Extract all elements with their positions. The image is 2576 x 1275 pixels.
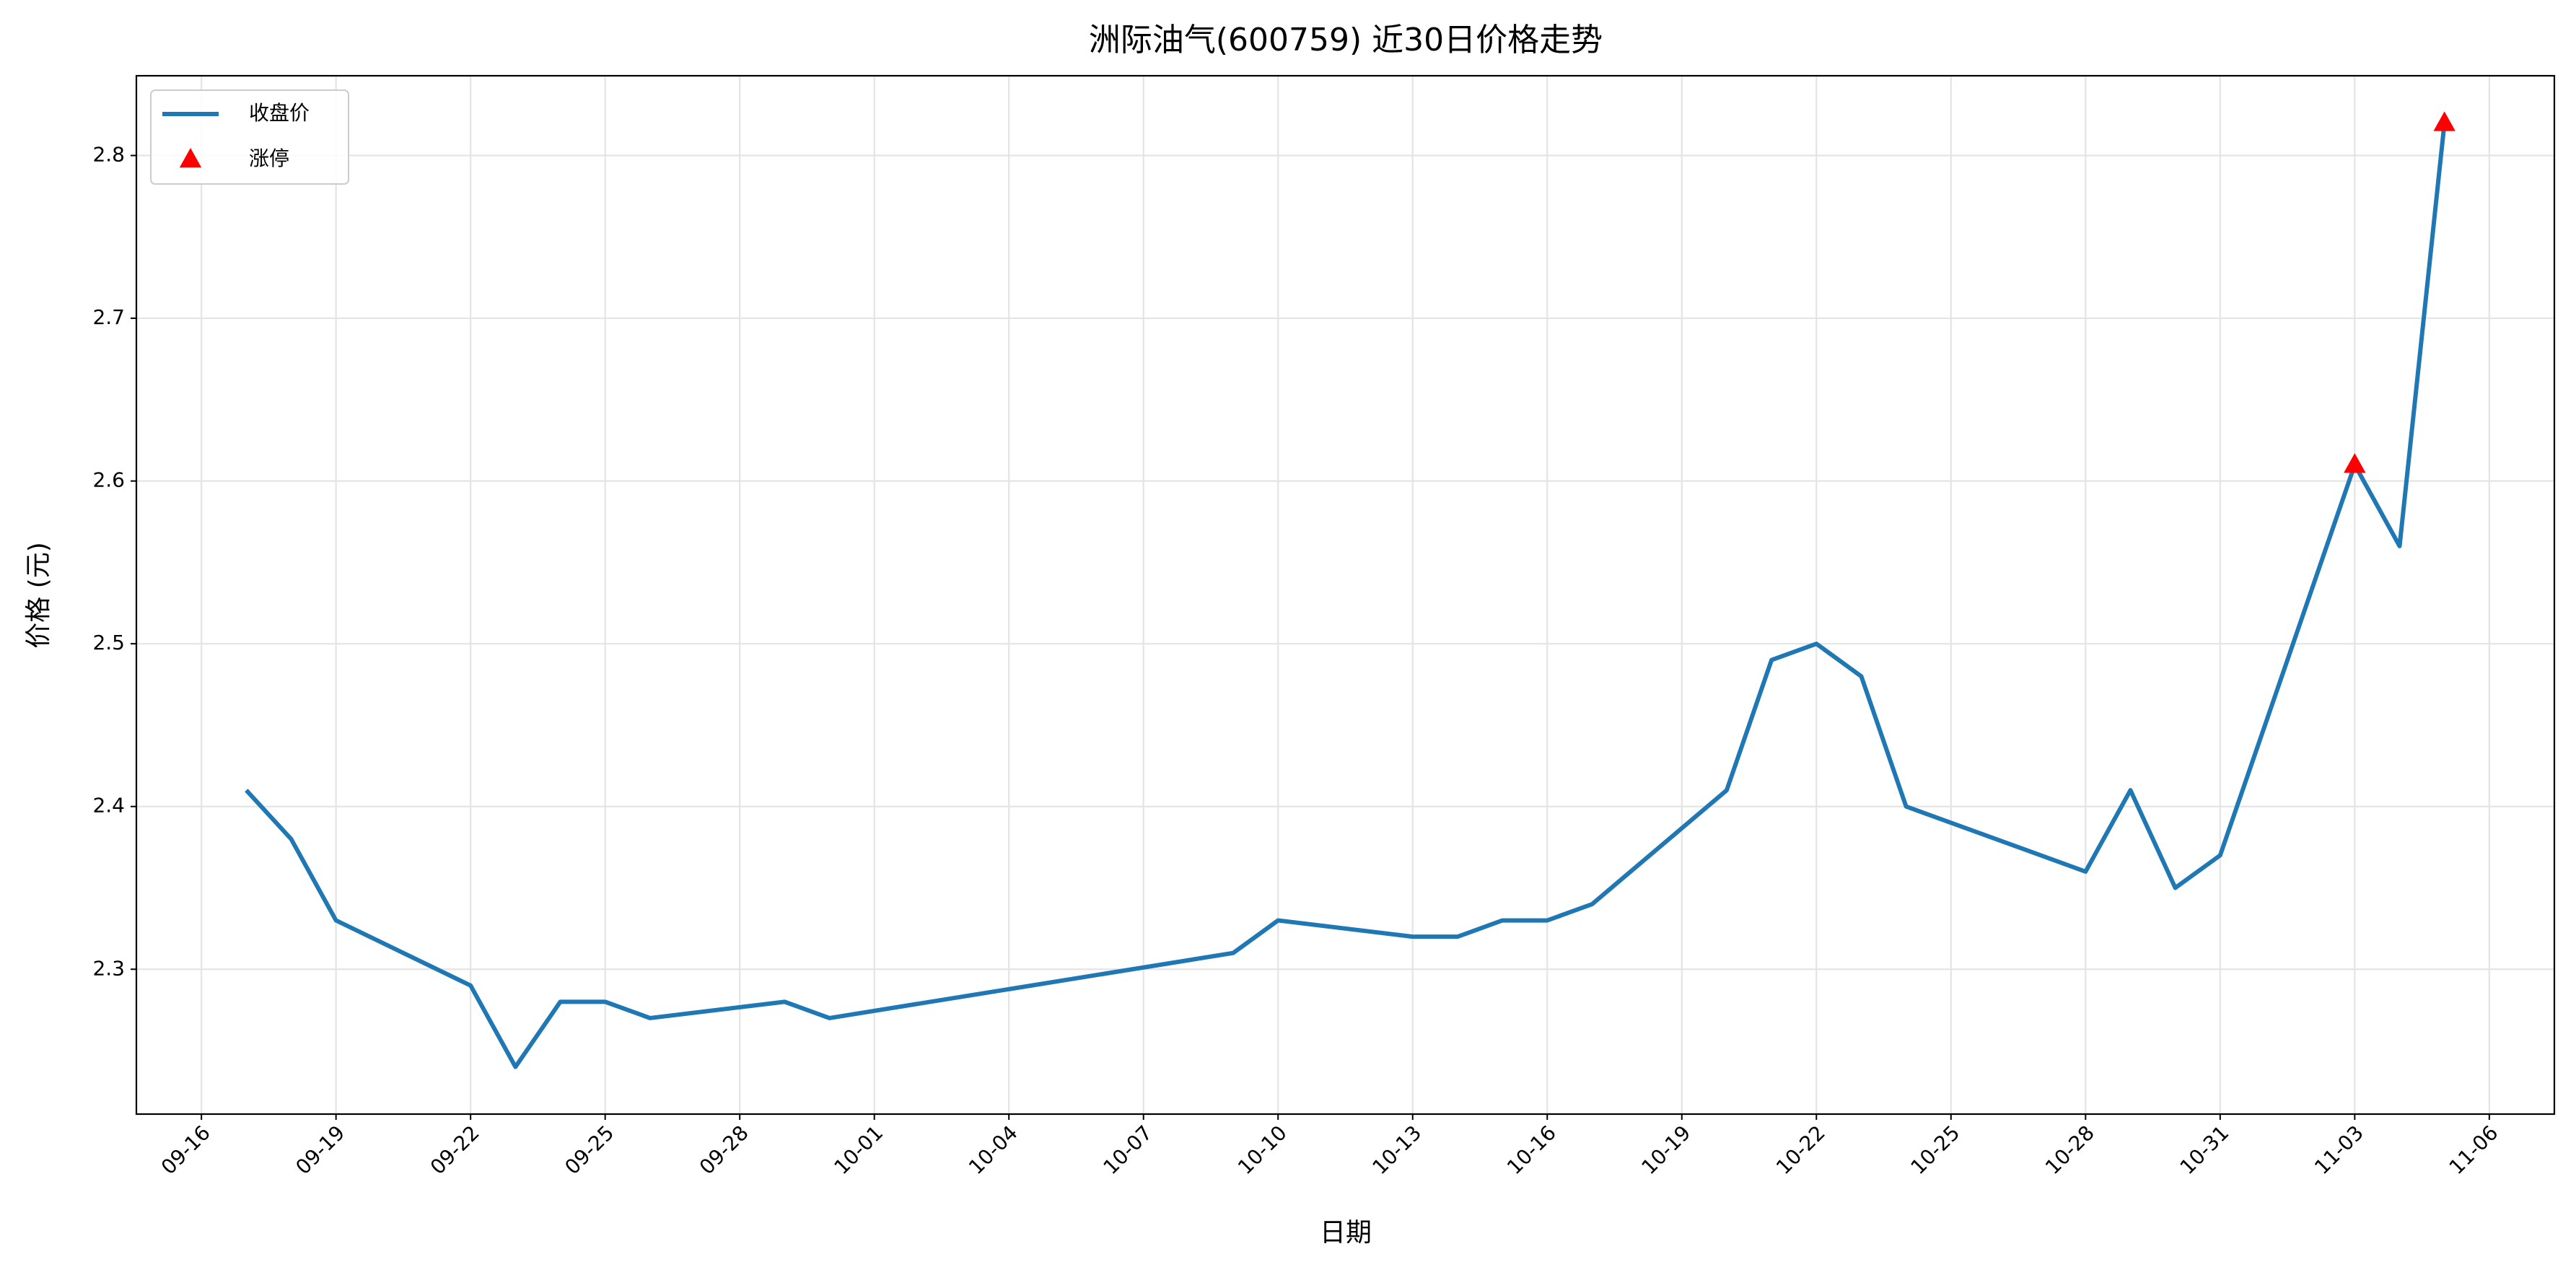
y-tick-label: 2.3 — [92, 956, 125, 980]
y-tick-label: 2.6 — [92, 468, 125, 492]
plot-frame — [135, 74, 2556, 1116]
legend-label: 收盘价 — [249, 101, 310, 125]
y-tick-label: 2.8 — [92, 143, 125, 167]
legend-marker — [179, 148, 202, 168]
legend-label: 涨停 — [249, 146, 289, 170]
chart-title: 洲际油气(600759) 近30日价格走势 — [1089, 22, 1603, 58]
y-axis-label: 价格 (元) — [24, 542, 53, 649]
limit-up-marker — [2433, 111, 2455, 131]
limit-up-marker — [2344, 453, 2366, 473]
price-line — [245, 123, 2447, 1069]
y-tick-label: 2.7 — [92, 305, 125, 329]
x-axis-label: 日期 — [1320, 1218, 1372, 1248]
y-tick-label: 2.4 — [92, 794, 125, 818]
y-tick-label: 2.5 — [92, 631, 125, 654]
